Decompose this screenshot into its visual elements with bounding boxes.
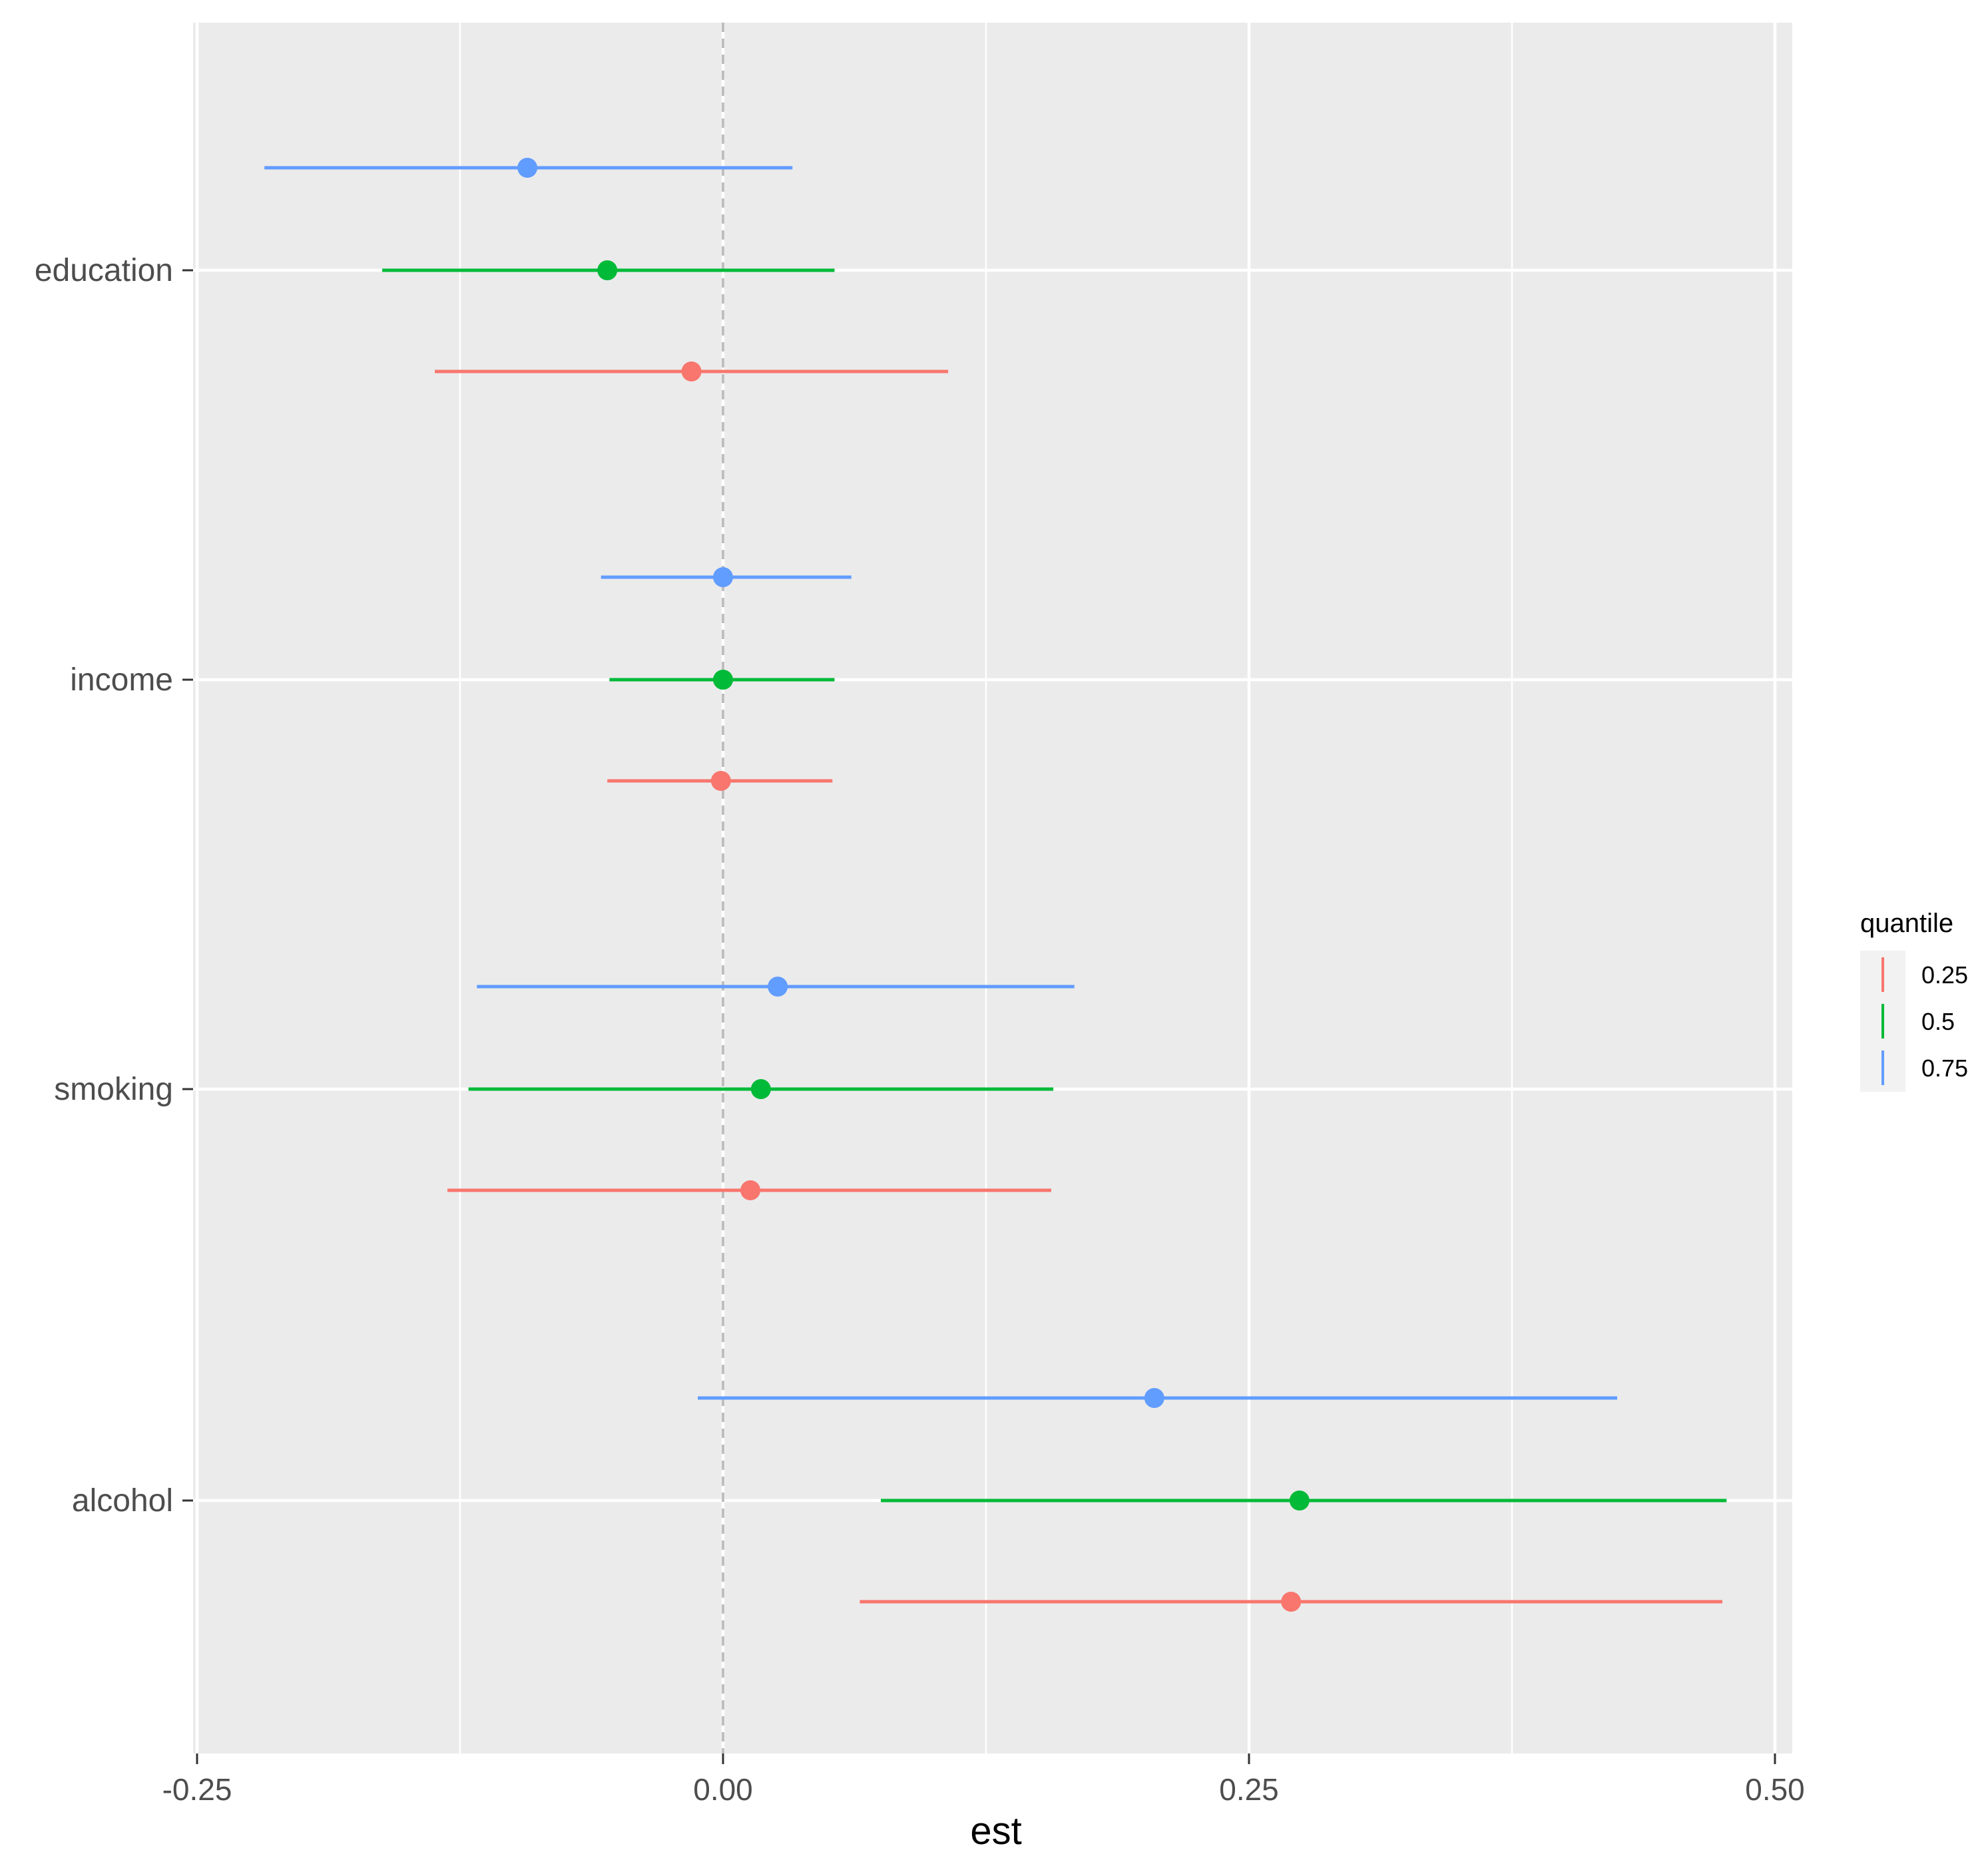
estimate-point-alcohol-q0.5	[1289, 1491, 1310, 1511]
estimate-point-income-q0.25	[710, 771, 731, 791]
y-tick-label-education: education	[35, 253, 173, 288]
legend: quantile 0.25 0.5 0.75	[1860, 909, 1968, 1092]
estimate-point-smoking-q0.5	[750, 1079, 771, 1099]
legend-title: quantile	[1860, 909, 1953, 938]
y-tick-label-income: income	[70, 662, 173, 698]
y-tick-label-alcohol: alcohol	[72, 1483, 173, 1518]
legend-label-q0.75: 0.75	[1921, 1054, 1968, 1082]
estimate-point-income-q0.5	[713, 670, 733, 690]
marks-layer	[264, 158, 1727, 1612]
y-tick-label-smoking: smoking	[54, 1072, 173, 1107]
x-tick-label: 0.25	[1219, 1772, 1279, 1807]
estimate-point-education-q0.75	[517, 158, 538, 178]
estimate-point-alcohol-q0.25	[1281, 1592, 1302, 1612]
estimate-point-alcohol-q0.75	[1144, 1388, 1164, 1408]
legend-label-q0.25: 0.25	[1921, 961, 1968, 989]
estimate-point-income-q0.75	[713, 567, 733, 587]
estimate-point-education-q0.5	[597, 260, 618, 280]
x-tick-label: -0.25	[162, 1772, 232, 1807]
x-axis-title: est	[970, 1809, 1021, 1853]
x-tick-label: 0.00	[693, 1772, 753, 1807]
axis-layer: -0.25 0.00 0.25 0.50 education income smoking a…	[35, 253, 1805, 1807]
plot-panel	[193, 23, 1792, 1753]
legend-label-q0.5: 0.5	[1921, 1008, 1955, 1035]
estimate-point-education-q0.25	[681, 361, 702, 381]
estimate-point-smoking-q0.75	[768, 977, 788, 997]
estimate-point-smoking-q0.25	[740, 1180, 761, 1200]
x-tick-label: 0.50	[1745, 1772, 1805, 1807]
